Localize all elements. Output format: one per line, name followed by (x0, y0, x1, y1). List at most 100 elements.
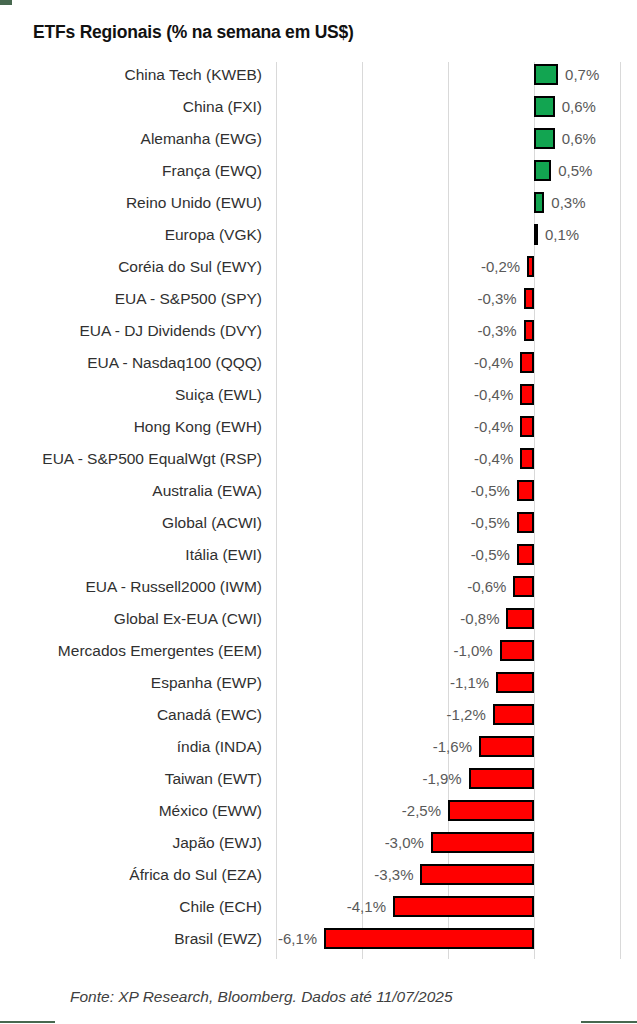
category-label: Brasil (EWZ) (0, 923, 262, 955)
plot-cell: -0,3% (268, 315, 637, 347)
plot-cell: -0,5% (268, 539, 637, 571)
category-label: França (EWQ) (0, 155, 262, 187)
chart-row: EUA - Russell2000 (IWM)-0,6% (0, 571, 637, 603)
positive-bar (534, 64, 558, 85)
chart-row: EUA - S&P500 EqualWgt (RSP)-0,4% (0, 443, 637, 475)
negative-bar (517, 480, 534, 501)
plot-cell: -0,8% (268, 603, 637, 635)
chart-row: Reino Unido (EWU)0,3% (0, 187, 637, 219)
chart-row: índia (INDA)-1,6% (0, 731, 637, 763)
category-label: China Tech (KWEB) (0, 59, 262, 91)
plot-cell: -4,1% (268, 891, 637, 923)
category-label: México (EWW) (0, 795, 262, 827)
negative-bar (524, 320, 534, 341)
positive-bar (534, 192, 544, 213)
chart-row: Taiwan (EWT)-1,9% (0, 763, 637, 795)
value-label: 0,5% (558, 155, 592, 187)
value-label: -0,5% (471, 507, 510, 539)
plot-cell: -3,3% (268, 859, 637, 891)
negative-bar (517, 512, 534, 533)
etf-chart-screenshot: ETFs Regionais (% na semana em US$) Chin… (0, 0, 637, 1024)
plot-cell: -0,4% (268, 379, 637, 411)
value-label: -0,4% (474, 347, 513, 379)
category-label: EUA - S&P500 (SPY) (0, 283, 262, 315)
value-label: -0,4% (474, 411, 513, 443)
category-label: Global Ex-EUA (CWI) (0, 603, 262, 635)
chart-row: Global (ACWI) -0,5% (0, 507, 637, 539)
negative-bar (324, 928, 534, 949)
value-label: 0,7% (565, 59, 599, 91)
plot-cell: -0,3% (268, 283, 637, 315)
chart-row: Suiça (EWL)-0,4% (0, 379, 637, 411)
value-label: 0,6% (562, 123, 596, 155)
negative-bar (520, 416, 534, 437)
plot-cell: -1,9% (268, 763, 637, 795)
value-label: 0,1% (545, 219, 579, 251)
plot-cell: 0,7% (268, 59, 637, 91)
category-label: Global (ACWI) (0, 507, 262, 539)
category-label: Reino Unido (EWU) (0, 187, 262, 219)
negative-bar (527, 256, 534, 277)
value-label: -3,0% (385, 827, 424, 859)
source-note: Fonte: XP Research, Bloomberg. Dados até… (70, 988, 453, 1006)
chart-row: EUA - Nasdaq100 (QQQ)-0,4% (0, 347, 637, 379)
bottom-left-accent-sliver (0, 1021, 55, 1023)
chart-row: México (EWW) -2,5% (0, 795, 637, 827)
chart-row: Canadá (EWC)-1,2% (0, 699, 637, 731)
value-label: -6,1% (278, 923, 317, 955)
category-label: Europa (VGK) (0, 219, 262, 251)
bottom-right-accent-sliver (581, 1021, 637, 1023)
chart-row: Chile (ECH)-4,1% (0, 891, 637, 923)
plot-cell: -0,4% (268, 347, 637, 379)
category-label: Suiça (EWL) (0, 379, 262, 411)
value-label: -2,5% (402, 795, 441, 827)
negative-bar (520, 352, 534, 373)
category-label: Alemanha (EWG) (0, 123, 262, 155)
chart-row: EUA - S&P500 (SPY) -0,3% (0, 283, 637, 315)
value-label: -0,3% (478, 315, 517, 347)
negative-bar (496, 672, 534, 693)
positive-bar (534, 224, 538, 245)
plot-cell: -6,1% (268, 923, 637, 955)
chart-row: China (FXI)0,6% (0, 91, 637, 123)
positive-bar (534, 96, 555, 117)
chart-row: Japão (EWJ)-3,0% (0, 827, 637, 859)
category-label: África do Sul (EZA) (0, 859, 262, 891)
negative-bar (393, 896, 534, 917)
category-label: índia (INDA) (0, 731, 262, 763)
value-label: -0,3% (478, 283, 517, 315)
chart-row: Global Ex-EUA (CWI)-0,8% (0, 603, 637, 635)
negative-bar (520, 384, 534, 405)
category-label: Hong Kong (EWH) (0, 411, 262, 443)
chart-row: Mercados Emergentes (EEM)-1,0% (0, 635, 637, 667)
negative-bar (513, 576, 534, 597)
category-label: Coréia do Sul (EWY) (0, 251, 262, 283)
chart-row: Alemanha (EWG) 0,6% (0, 123, 637, 155)
plot-cell: -3,0% (268, 827, 637, 859)
negative-bar (448, 800, 534, 821)
value-label: -0,5% (471, 475, 510, 507)
value-label: -0,4% (474, 443, 513, 475)
negative-bar (524, 288, 534, 309)
chart-row: Coréia do Sul (EWY)-0,2% (0, 251, 637, 283)
plot-cell: 0,6% (268, 123, 637, 155)
negative-bar (517, 544, 534, 565)
plot-cell: 0,1% (268, 219, 637, 251)
category-label: Canadá (EWC) (0, 699, 262, 731)
negative-bar (479, 736, 534, 757)
positive-bar (534, 160, 551, 181)
plot-cell: 0,3% (268, 187, 637, 219)
plot-cell: 0,6% (268, 91, 637, 123)
plot-cell: -1,1% (268, 667, 637, 699)
plot-cell: -2,5% (268, 795, 637, 827)
chart-title: ETFs Regionais (% na semana em US$) (33, 22, 354, 43)
category-label: China (FXI) (0, 91, 262, 123)
chart-row: Europa (VGK) 0,1% (0, 219, 637, 251)
category-label: Espanha (EWP) (0, 667, 262, 699)
category-label: EUA - Russell2000 (IWM) (0, 571, 262, 603)
value-label: -4,1% (347, 891, 386, 923)
negative-bar (500, 640, 534, 661)
chart-row: França (EWQ) 0,5% (0, 155, 637, 187)
plot-cell: -0,4% (268, 443, 637, 475)
plot-cell: -1,6% (268, 731, 637, 763)
